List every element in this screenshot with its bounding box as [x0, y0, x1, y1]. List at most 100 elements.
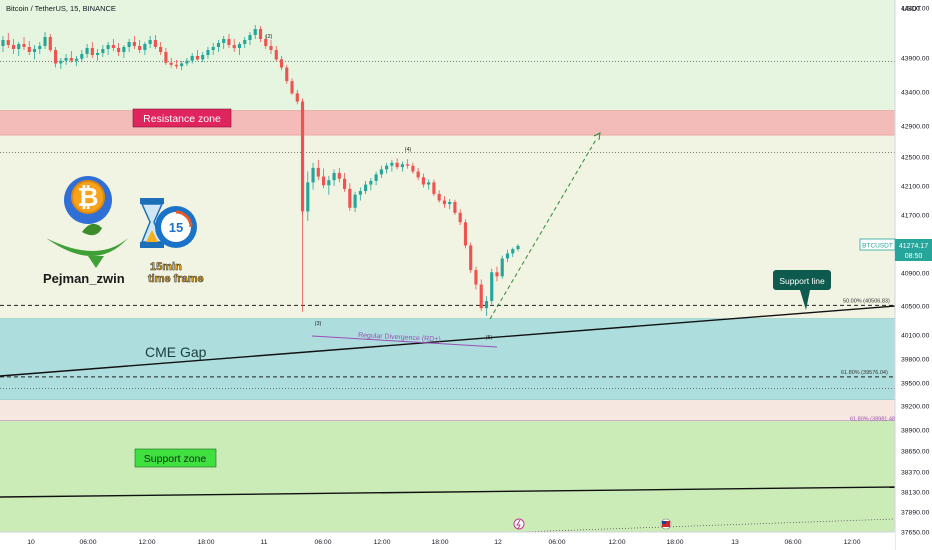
timer-arc-icon [175, 210, 193, 228]
candle-body [32, 49, 37, 52]
smile-tip-icon [88, 256, 104, 268]
timer-face-icon [161, 212, 191, 242]
candle-body [285, 67, 289, 82]
x-tick-label: 12:00 [373, 539, 390, 546]
x-tick-label: 18:00 [197, 539, 214, 546]
candle-body [253, 29, 257, 35]
bottom-dotted-line [519, 518, 896, 533]
candle-body [159, 47, 163, 52]
chart-title: Bitcoin / TetherUS, 15, BINANCE [6, 4, 116, 13]
projection-arrow-icon [593, 132, 601, 141]
candle-body [390, 162, 394, 166]
y-tick-label: 43900.00 [901, 56, 930, 63]
price-tag-value: 41274.17 [899, 243, 928, 250]
event-lightning-icon [513, 518, 525, 530]
y-tick-label: 39800.00 [901, 357, 930, 364]
y-tick-label: 40500.00 [901, 304, 930, 311]
price-axis[interactable] [895, 0, 932, 550]
x-tick-label: 12:00 [138, 539, 155, 546]
candle-body [59, 60, 63, 64]
x-tick-label: 18:00 [431, 539, 448, 546]
x-tick-label: 18:00 [666, 539, 683, 546]
candle-body [364, 184, 368, 192]
x-tick-label: 12 [494, 539, 502, 546]
candle-body [211, 47, 215, 50]
axis-currency: USDT [902, 6, 922, 13]
symbol-tag: BTCUSDT [862, 243, 893, 250]
candle-body [516, 245, 520, 250]
price-label: BTCUSDT 41274.17 08:50 [859, 238, 932, 261]
candle-body [206, 50, 210, 55]
candle-body [248, 35, 252, 40]
candle-body [180, 63, 184, 67]
fib-label-0: 50.00% (40506.83) [843, 298, 890, 304]
price-tag-box [895, 239, 932, 261]
candle-body [96, 53, 100, 55]
timer-number: 15 [169, 220, 183, 235]
candle-body [295, 93, 299, 102]
candle-body [85, 48, 89, 54]
hourglass-icon [140, 198, 164, 204]
y-tick-label: 44400.00 [901, 6, 930, 13]
x-tick-label: 12:00 [843, 539, 860, 546]
candle-body [474, 270, 478, 285]
y-ticks: 44400.00 43900.00 43400.00 42900.00 42500.00… [901, 6, 930, 537]
candle-body [306, 182, 310, 212]
candle-body [17, 44, 21, 49]
candle-body [495, 272, 499, 277]
x-ticks: 10 06:00 12:00 18:00 11 06:00 12:00 18:00 12 06:0… [27, 539, 861, 546]
x-tick-label: 13 [731, 539, 739, 546]
candle-body [111, 45, 115, 48]
candle-body [216, 43, 221, 47]
candle-body [332, 172, 336, 181]
candle-body [374, 174, 378, 181]
candle-body [232, 45, 236, 48]
candle-body [416, 171, 420, 178]
candle-body [190, 56, 194, 61]
support-label-box [134, 448, 217, 468]
candle-body [243, 40, 247, 44]
candle-body [469, 245, 473, 271]
logo-name: Pejman_zwin [43, 271, 125, 286]
hourglass-sand-icon [146, 230, 158, 242]
candle-body [138, 46, 142, 50]
band-middle [0, 135, 895, 319]
candle-body [195, 56, 200, 60]
cme-gap-label: CME Gap [145, 344, 207, 360]
candle-body [258, 29, 263, 39]
wave-label-0: (2) [266, 34, 273, 40]
candle-body [321, 176, 326, 186]
x-tick-label: 06:00 [79, 539, 96, 546]
candle-body [463, 222, 468, 246]
time-axis[interactable] [0, 532, 895, 550]
band-lower [0, 399, 895, 421]
candle-body [153, 40, 157, 47]
support-zone-label: Support zone [144, 453, 207, 465]
y-tick-label: 37650.00 [901, 530, 930, 537]
candle-body [406, 164, 410, 166]
candle-body [64, 58, 68, 61]
y-tick-label: 40100.00 [901, 333, 930, 340]
candle-body [358, 191, 362, 195]
candle-body [369, 180, 373, 185]
candle-body [127, 42, 131, 47]
candle-body [6, 40, 10, 45]
candle-body [316, 167, 320, 177]
candle-body [169, 62, 173, 65]
candles-layer [1, 25, 520, 317]
candle-body [279, 59, 284, 68]
hourglass-base-icon [140, 242, 164, 248]
fib-label-1: 61.80% (39576.04) [841, 370, 888, 376]
x-tick-label: 06:00 [314, 539, 331, 546]
x-tick-label: 11 [260, 539, 267, 546]
annotations-layer: Resistance zone CME Gap Support zone Suppor… [132, 34, 831, 530]
y-tick-label: 41700.00 [901, 213, 930, 220]
candle-body [53, 50, 58, 64]
candle-body [395, 162, 399, 168]
candle-body [442, 200, 447, 205]
candle-body [80, 54, 84, 59]
candle-body [269, 46, 273, 50]
x-tick-label: 12:00 [608, 539, 625, 546]
smile-arc-icon [46, 238, 128, 256]
